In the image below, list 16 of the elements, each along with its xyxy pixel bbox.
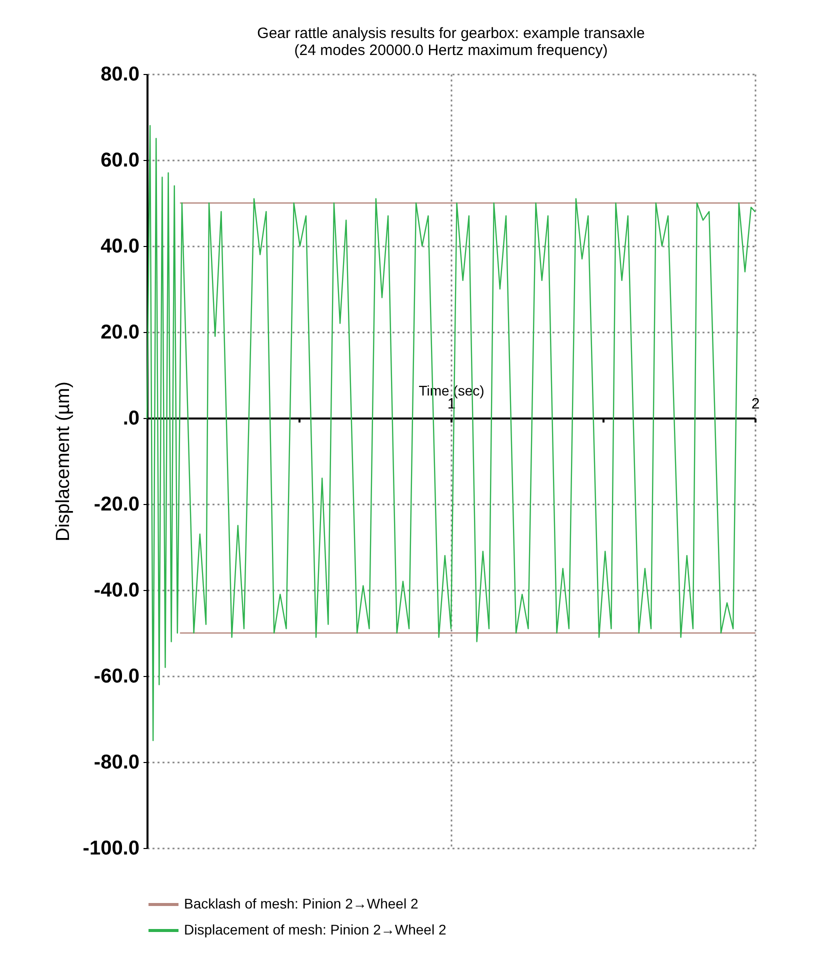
legend-label: Displacement of mesh: Pinion 2→Wheel 2 (184, 922, 446, 938)
y-tick-label: -60.0 (94, 666, 140, 688)
y-tick-label: 60.0 (100, 150, 140, 172)
y-tick-label: 20.0 (100, 322, 140, 344)
chart-title: Gear rattle analysis results for gearbox: example transaxle (257, 25, 645, 42)
chart-subtitle: (24 modes 20000.0 Hertz maximum frequency) (294, 42, 608, 59)
y-axis-title: Displacement (µm) (52, 382, 74, 542)
y-tick-label: -100.0 (82, 838, 140, 860)
y-tick-label: -20.0 (94, 494, 140, 516)
legend-label: Backlash of mesh: Pinion 2→Wheel 2 (184, 896, 418, 912)
y-tick-label: 80.0 (100, 64, 140, 86)
y-tick-label: -40.0 (94, 580, 140, 602)
x-tick-label: 2 (751, 396, 760, 412)
y-tick-label: .0 (122, 408, 140, 430)
y-tick-label: 40.0 (100, 236, 140, 258)
y-tick-label: -80.0 (94, 752, 140, 774)
